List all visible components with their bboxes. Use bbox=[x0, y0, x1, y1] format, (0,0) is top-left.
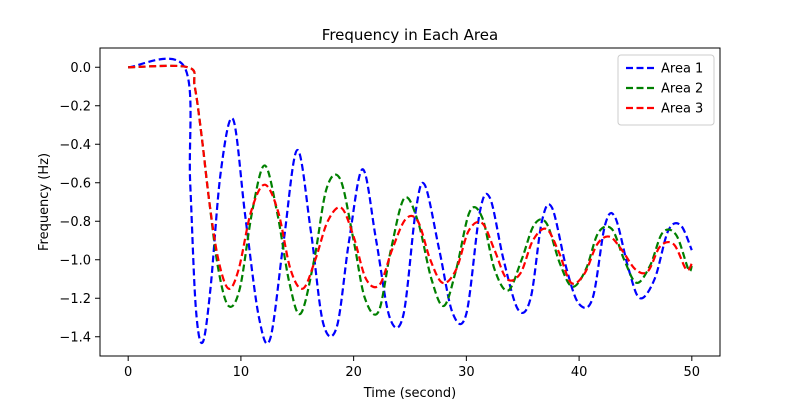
legend-label: Area 2 bbox=[661, 82, 703, 97]
x-tick-label: 10 bbox=[233, 365, 250, 380]
legend-label: Area 3 bbox=[661, 102, 703, 117]
y-tick-label: 0.0 bbox=[70, 61, 91, 76]
y-tick-label: −0.6 bbox=[59, 176, 91, 191]
plot-frame bbox=[99, 47, 721, 357]
x-tick-label: 0 bbox=[124, 365, 132, 380]
y-axis-label: Frequency (Hz) bbox=[37, 153, 52, 251]
chart-title: Frequency in Each Area bbox=[322, 26, 498, 44]
axes: 0 10 20 30 40 50 0.0 −0.2 −0.4 −0.6 −0.8 −1.0 −1.2 −1… bbox=[59, 61, 700, 380]
x-tick-label: 40 bbox=[571, 365, 588, 380]
y-tick-label: −0.4 bbox=[59, 138, 91, 153]
y-tick-label: −1.2 bbox=[59, 292, 91, 307]
x-axis-label: Time (second) bbox=[363, 386, 456, 400]
series-line-area-3 bbox=[128, 64, 693, 290]
x-tick-label: 50 bbox=[684, 365, 701, 380]
y-tick-label: −0.2 bbox=[59, 99, 91, 114]
legend: Area 1 Area 2 Area 3 bbox=[617, 54, 715, 126]
y-tick-label: −1.0 bbox=[59, 253, 91, 268]
x-tick-label: 20 bbox=[345, 365, 362, 380]
legend-label: Area 1 bbox=[661, 62, 703, 77]
y-tick-label: −1.4 bbox=[59, 330, 91, 345]
y-tick-label: −0.8 bbox=[59, 215, 91, 230]
plot-area bbox=[128, 57, 693, 345]
x-tick-label: 30 bbox=[458, 365, 475, 380]
series-line-area-1 bbox=[128, 57, 693, 345]
